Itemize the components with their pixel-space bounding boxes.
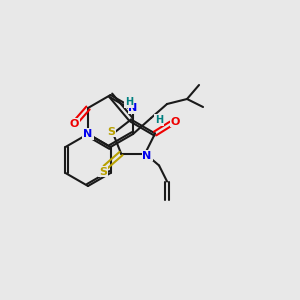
Text: O: O <box>69 119 79 129</box>
Text: N: N <box>142 151 152 160</box>
Text: H: H <box>125 97 133 107</box>
Text: N: N <box>128 103 138 113</box>
Text: H: H <box>155 115 163 125</box>
Text: N: N <box>83 129 93 139</box>
Text: O: O <box>170 116 180 127</box>
Text: S: S <box>99 167 107 176</box>
Text: S: S <box>107 127 115 136</box>
